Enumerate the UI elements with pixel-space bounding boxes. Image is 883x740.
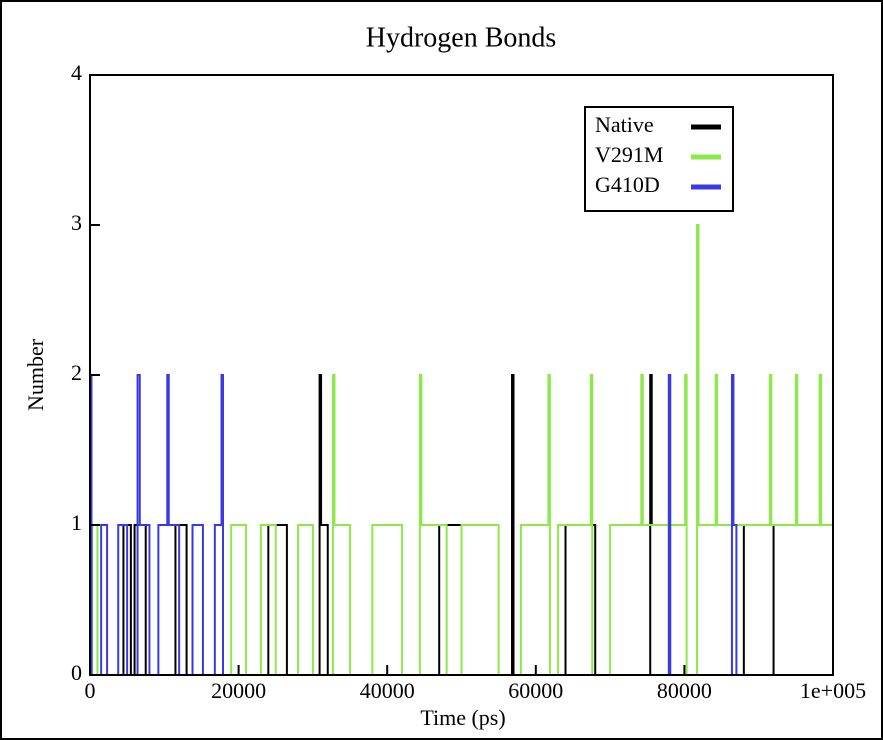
y-tick-label: 3 xyxy=(71,210,82,235)
x-tick-label: 40000 xyxy=(360,678,415,703)
legend-label: Native xyxy=(595,112,654,137)
y-tick-label: 0 xyxy=(71,660,82,685)
legend-label: V291M xyxy=(595,142,663,167)
x-tick-label: 0 xyxy=(85,678,96,703)
x-tick-label: 1e+005 xyxy=(800,678,866,703)
y-tick-label: 1 xyxy=(71,510,82,535)
x-tick-label: 80000 xyxy=(657,678,712,703)
y-axis-label: Number xyxy=(23,338,48,411)
series-line xyxy=(90,374,833,676)
series-line xyxy=(90,224,833,676)
y-tick-label: 4 xyxy=(71,60,82,85)
chart-title: Hydrogen Bonds xyxy=(366,22,557,53)
y-tick-label: 2 xyxy=(71,360,82,385)
legend-label: G410D xyxy=(595,172,660,197)
x-axis-label: Time (ps) xyxy=(420,705,505,730)
x-tick-label: 60000 xyxy=(508,678,563,703)
x-tick-label: 20000 xyxy=(211,678,266,703)
